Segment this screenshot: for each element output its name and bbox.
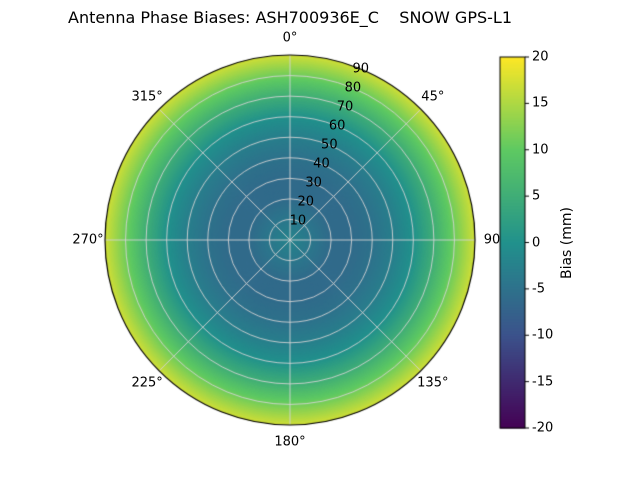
radial-tick-label: 40 xyxy=(313,156,330,172)
radial-tick-label: 90 xyxy=(352,61,370,77)
colorbar-tick-label: 10 xyxy=(532,142,549,158)
colorbar-tick-label: 15 xyxy=(532,95,549,111)
colorbar-tick-label: 0 xyxy=(532,235,541,250)
angular-tick-label: 135° xyxy=(417,375,449,391)
colorbar-tick-label: -20 xyxy=(532,420,554,436)
angular-tick-label: 315° xyxy=(131,89,163,105)
angular-tick-label: 90 xyxy=(483,232,501,248)
radial-tick-label: 50 xyxy=(321,137,338,153)
angular-tick-label: 0° xyxy=(282,30,298,46)
angular-tick-label: 225° xyxy=(131,375,163,391)
radial-tick-label: 80 xyxy=(344,80,362,96)
colorbar-label: Bias (mm) xyxy=(559,206,575,280)
radial-tick-label: 30 xyxy=(305,175,322,191)
angular-tick-label: 45° xyxy=(421,89,445,105)
colorbar-tick-label: 20 xyxy=(532,49,549,65)
colorbar-tick-label: -10 xyxy=(532,327,554,343)
colorbar-tick-label: -5 xyxy=(532,281,545,297)
chart-title: Antenna Phase Biases: ASH700936E_C SNOW … xyxy=(68,8,512,27)
colorbar-tick-label: -15 xyxy=(532,374,554,390)
radial-tick-label: 70 xyxy=(336,99,354,115)
radial-tick-label: 20 xyxy=(297,194,314,210)
radial-tick-label: 60 xyxy=(328,118,346,134)
radial-tick-label: 10 xyxy=(289,213,307,229)
colorbar-tick-label: 5 xyxy=(532,188,541,204)
angular-tick-label: 180° xyxy=(274,434,306,450)
angular-tick-label: 270° xyxy=(72,232,104,248)
